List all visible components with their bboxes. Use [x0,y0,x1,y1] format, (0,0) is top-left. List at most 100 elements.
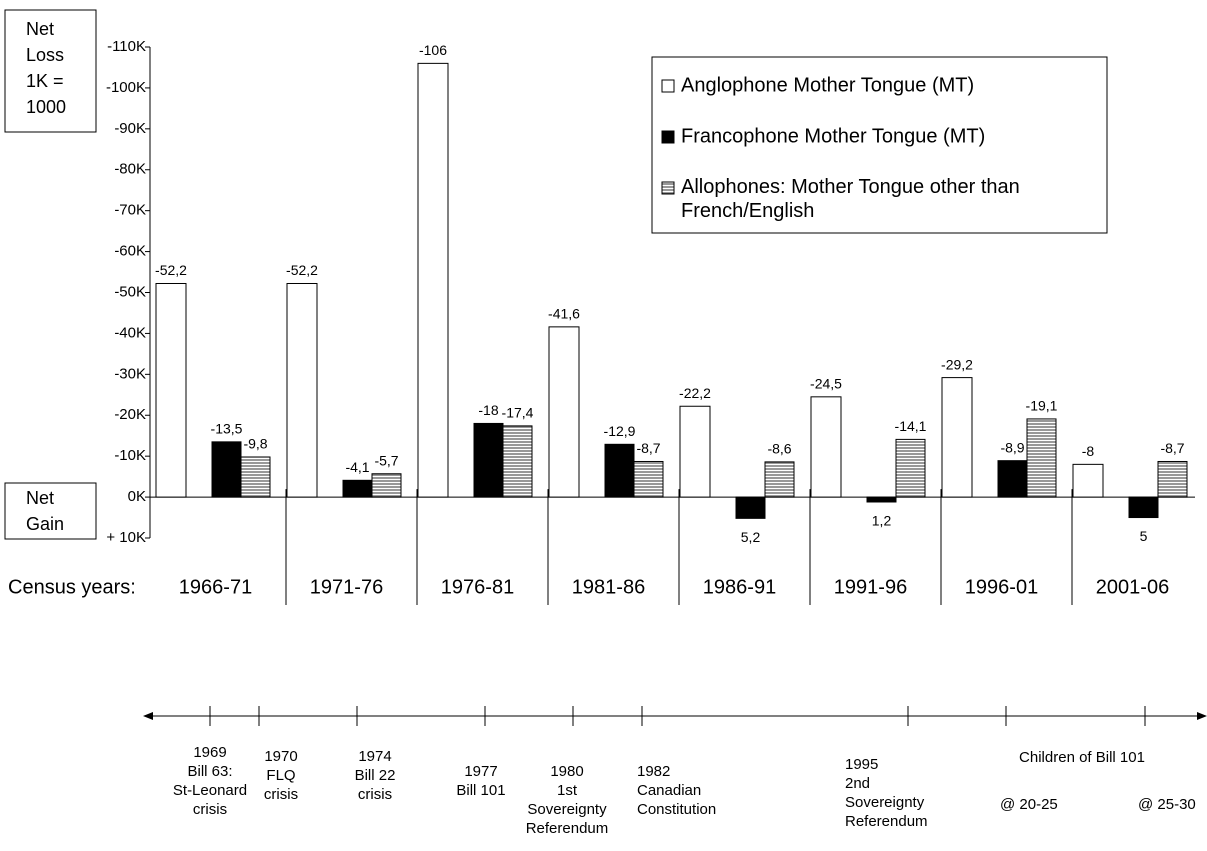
data-label: -106 [419,42,447,58]
data-label: -9,8 [243,436,267,452]
y-tick-label: 0K [128,488,146,505]
y-tick-label: -90K [114,120,146,137]
x-axis-label: Census years: [8,576,136,598]
event-label: St-Leonard [173,782,247,799]
data-label: -52,2 [155,262,187,278]
legend-swatch [661,130,675,144]
legend-label: Anglophone Mother Tongue (MT) [681,74,974,96]
bar [211,441,242,498]
event-label: Bill 101 [456,782,505,799]
x-tick-label: 1991-96 [834,576,907,598]
event-label: 1969 [193,744,226,761]
event-label: Constitution [637,801,716,818]
data-label: -4,1 [345,459,369,475]
y-label-loss: Net [26,19,54,39]
legend-line: French/English [681,200,814,222]
event-label: crisis [193,801,227,818]
bar [997,460,1028,498]
bar [764,461,795,498]
data-label: -8,7 [636,440,660,456]
event-label: Referendum [526,820,609,837]
bar [155,282,187,498]
x-tick-label: 1996-01 [965,576,1038,598]
data-label: 1,2 [872,513,892,529]
bar [502,425,533,498]
bar [810,396,842,498]
data-label: -8 [1082,443,1095,459]
legend-line: Allophones: Mother Tongue other than [681,176,1020,198]
data-label: 5 [1140,528,1148,544]
bar [342,479,373,498]
event-label: crisis [264,786,298,803]
event-label: @ 20-25 [1000,796,1058,813]
bar [417,62,449,498]
event-label: 1995 [845,756,878,773]
x-tick-label: 1981-86 [572,576,645,598]
data-label: -8,7 [1160,440,1184,456]
y-tick-label: -40K [114,324,146,341]
event-label: 1982 [637,763,670,780]
bar [548,326,580,498]
bar [1157,460,1188,498]
event-label: Referendum [845,813,928,830]
legend-box [651,56,1108,234]
data-label: -12,9 [604,423,636,439]
data-label: -8,6 [767,441,791,457]
y-tick-label: -50K [114,283,146,300]
bar [633,460,664,498]
event-label: Sovereignty [845,794,925,811]
data-label: -52,2 [286,262,318,278]
y-tick-label: -30K [114,365,146,382]
data-label: 5,2 [741,529,761,545]
y-tick-label: -10K [114,447,146,464]
loss-box [4,9,97,133]
bar [735,496,766,519]
y-label-loss: 1000 [26,97,66,117]
timeline-arrow-left [143,712,153,720]
data-label: -5,7 [374,452,398,468]
legend-swatch [661,79,675,93]
y-tick-label: -20K [114,406,146,423]
bar [371,473,402,498]
event-label: 1977 [464,763,497,780]
bar [895,438,926,498]
data-label: -18 [478,402,498,418]
event-label: 1st [557,782,578,799]
x-tick-label: 1971-76 [310,576,383,598]
event-label: Bill 63: [187,763,232,780]
bar [604,443,635,498]
bar [1128,496,1159,519]
data-label: -19,1 [1026,398,1058,414]
data-label: -17,4 [502,405,534,421]
data-label: -8,9 [1000,439,1024,455]
bar [1072,463,1104,498]
bar [1026,418,1057,498]
y-label-gain: Net [26,488,54,508]
y-tick-label: -70K [114,202,146,219]
legend-label: Allophones: Mother Tongue other than Fren… [681,176,1020,222]
x-tick-label: 1986-91 [703,576,776,598]
data-label: -13,5 [211,421,243,437]
event-label: Sovereignty [527,801,607,818]
y-tick-label: + 10K [106,529,146,546]
timeline-group-label: Children of Bill 101 [1019,749,1145,766]
bar [679,405,711,498]
bar [240,456,271,498]
event-label: crisis [358,786,392,803]
legend-swatch [661,181,675,195]
data-label: -24,5 [810,376,842,392]
y-tick-label: -110K [107,38,146,55]
event-label: Bill 22 [355,767,396,784]
y-label-loss: Loss [26,45,64,65]
bar [866,496,897,503]
x-tick-label: 2001-06 [1096,576,1169,598]
x-tick-label: 1966-71 [179,576,252,598]
y-label-gain: Gain [26,514,64,534]
y-tick-label: -80K [114,161,146,178]
data-label: -14,1 [895,418,927,434]
data-label: -22,2 [679,385,711,401]
event-label: FLQ [266,767,295,784]
event-label: 1970 [264,748,297,765]
event-label: @ 25-30 [1138,796,1196,813]
